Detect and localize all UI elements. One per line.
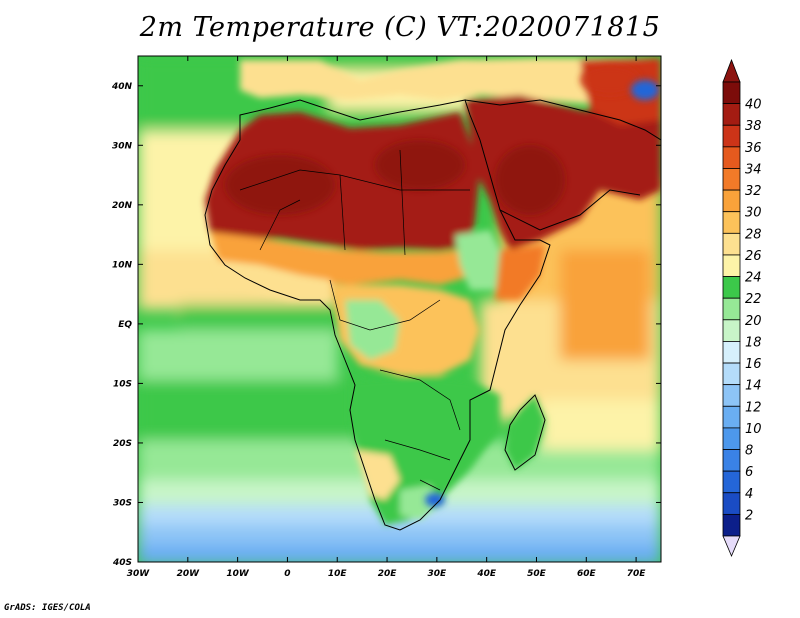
colorbar-swatch [722, 211, 741, 234]
y-tick-label: 40N [111, 82, 133, 92]
y-tick-label: 20N [112, 201, 133, 211]
colorbar-swatch [722, 384, 741, 407]
grads-credit: GrADS: IGES/COLA [4, 603, 91, 613]
colorbar-swatch [722, 232, 741, 256]
colorbar-label: 18 [745, 335, 762, 350]
x-tick-label: 10W [226, 569, 250, 579]
colorbar-label: 34 [745, 162, 762, 177]
colorbar-swatch [722, 513, 741, 537]
y-tick-label: 30N [112, 141, 133, 151]
colorbar-swatch [722, 405, 741, 429]
colorbar-label: 20 [745, 314, 762, 329]
colorbar-label: 40 [745, 98, 762, 113]
colorbar-swatch [722, 189, 741, 213]
x-tick-label: 60E [577, 569, 597, 579]
colorbar-swatch [722, 470, 741, 494]
colorbar-swatch [722, 362, 741, 386]
colorbar-over-triangle [722, 58, 741, 83]
colorbar-label: 10 [745, 422, 762, 437]
colorbar-swatch [722, 492, 741, 515]
x-tick-label: 30W [127, 569, 151, 579]
colorbar-label: 36 [745, 141, 762, 156]
colorbar-swatch [722, 319, 741, 342]
map-title: 2m Temperature (C) VT:2020071815 [139, 12, 661, 43]
colorbar-label: 28 [745, 227, 762, 242]
x-tick-label: 40E [476, 569, 497, 579]
colorbar-under-triangle [722, 535, 741, 558]
colorbar-label: 38 [745, 119, 762, 134]
y-tick-label: 20S [113, 439, 132, 449]
y-tick-label: 40S [112, 558, 132, 568]
y-tick-label: EQ [118, 320, 132, 330]
x-axis: 30W 20W 10W 0 10E 20E 30E 40E 50E 60E 70E [127, 56, 647, 579]
colorbar-label: 30 [745, 206, 762, 221]
colorbar-swatch [722, 146, 741, 169]
colorbar-swatch [722, 341, 741, 364]
colorbar-swatch [722, 297, 741, 321]
x-tick-label: 10E [328, 569, 348, 579]
colorbar-label: 32 [745, 184, 762, 199]
colorbar-label: 22 [745, 292, 762, 307]
x-tick-label: 20E [378, 569, 398, 579]
country-borders [239, 149, 470, 491]
colorbar-swatch [722, 81, 741, 105]
colorbar-label: 12 [745, 400, 762, 415]
y-axis: 40S 30S 20S 10S EQ 10N 20N 30N 40N [111, 82, 661, 568]
colorbar-swatch [722, 276, 741, 299]
x-tick-label: 20W [177, 569, 201, 579]
colorbar-swatch [722, 168, 741, 191]
plot-frame [137, 55, 662, 563]
y-tick-label: 30S [113, 498, 132, 508]
coastlines [204, 99, 661, 531]
colorbar-swatch [722, 103, 741, 126]
x-tick-label: 70E [627, 569, 647, 579]
x-tick-label: 50E [527, 569, 547, 579]
colorbar-label: 8 [745, 444, 753, 459]
colorbar-label: 26 [745, 249, 762, 264]
y-tick-label: 10N [112, 260, 133, 270]
colorbar-label: 16 [745, 357, 762, 372]
colorbar-swatch [722, 427, 741, 450]
colorbar-swatch [722, 254, 741, 277]
colorbar-label: 4 [745, 487, 753, 502]
x-tick-label: 0 [284, 569, 290, 579]
colorbar-label: 6 [745, 465, 753, 480]
colorbar-swatch [722, 124, 741, 148]
x-tick-label: 30E [428, 569, 448, 579]
colorbar-label: 14 [745, 379, 762, 394]
colorbar-swatch [722, 449, 741, 472]
colorbar-label: 2 [745, 508, 753, 523]
temperature-field [138, 56, 661, 562]
y-tick-label: 10S [113, 379, 132, 389]
colorbar-label: 24 [745, 271, 762, 286]
